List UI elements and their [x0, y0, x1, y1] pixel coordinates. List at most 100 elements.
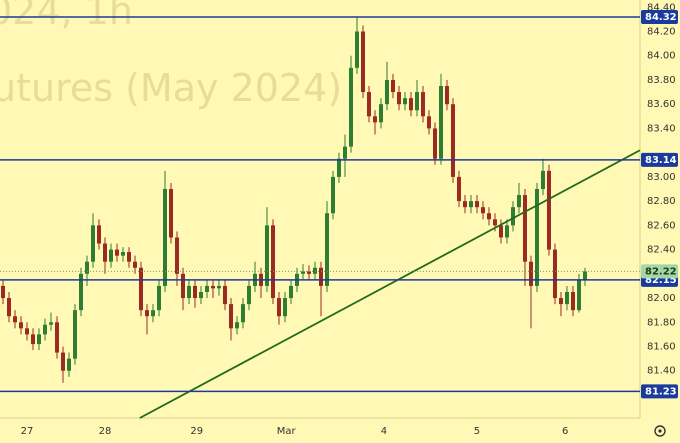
candle-body [96, 225, 101, 244]
candle-body [150, 310, 155, 317]
candle-body [60, 352, 65, 371]
candle-body [420, 92, 425, 117]
candle-body [474, 201, 479, 208]
candle-body [114, 249, 119, 256]
level-label: 84.32 [645, 12, 677, 23]
candle-body [24, 328, 29, 335]
candle-body [18, 322, 23, 329]
candle-body [438, 86, 443, 159]
candle-body [498, 225, 503, 238]
candle-body [90, 225, 95, 262]
candle-body [102, 243, 107, 262]
x-tick-label: 27 [21, 426, 34, 437]
candle-body [462, 201, 467, 208]
candle-body [384, 79, 389, 105]
candle-body [48, 322, 53, 325]
y-tick-label: 81.40 [647, 366, 676, 377]
candle-body [414, 92, 419, 111]
candle-body [156, 285, 161, 311]
candle-body [516, 195, 521, 208]
candle-body [564, 291, 569, 305]
y-tick-label: 81.80 [647, 317, 676, 328]
y-tick-label: 82.00 [647, 293, 676, 304]
candle-body [222, 285, 227, 305]
settings-button[interactable] [654, 425, 666, 437]
candle-body [354, 31, 359, 68]
candle-body [534, 189, 539, 286]
candle-body [6, 298, 11, 317]
y-tick-label: 84.00 [647, 51, 676, 62]
candle-body [396, 92, 401, 105]
candle-body [30, 334, 35, 345]
candle-body [480, 207, 485, 214]
y-tick-label: 82.40 [647, 245, 676, 256]
candle-body [204, 285, 209, 292]
y-tick-label: 82.80 [647, 196, 676, 207]
candle-body [366, 92, 371, 117]
candle-body [540, 170, 545, 190]
candle-body [216, 285, 221, 289]
x-tick-label: 28 [99, 426, 112, 437]
y-tick-label: 84.20 [647, 27, 676, 38]
candle-body [318, 267, 323, 286]
candle-body [78, 273, 83, 311]
candle-body [546, 170, 551, 250]
candle-body [444, 86, 449, 105]
x-tick-label: Mar [277, 426, 297, 437]
level-tag [641, 384, 678, 399]
candle-body [42, 324, 47, 335]
gear-icon[interactable] [654, 425, 666, 437]
candle-body [288, 285, 293, 299]
candle-body [486, 213, 491, 220]
candle-body [378, 104, 383, 123]
candle-body [270, 225, 275, 299]
candle-body [402, 98, 407, 105]
candle-body [276, 298, 281, 317]
y-tick-label: 83.60 [647, 99, 676, 110]
candle-body [84, 261, 89, 274]
level-label: 81.23 [645, 386, 677, 397]
candle-body [450, 104, 455, 177]
candle-body [306, 271, 311, 274]
level-tag [641, 9, 678, 24]
candle-body [576, 279, 581, 311]
candle-body [120, 252, 125, 256]
x-tick-label: 29 [190, 426, 203, 437]
candle-body [342, 146, 347, 159]
x-tick-label: 4 [381, 426, 387, 437]
candle-body [312, 267, 317, 274]
candle-body [54, 322, 59, 353]
level-label: 82.15 [645, 275, 677, 286]
candle-body [228, 304, 233, 329]
last-price-tag [641, 264, 678, 279]
candle-body [468, 201, 473, 208]
level-tag [641, 152, 678, 167]
candle-body [570, 291, 575, 311]
candle-body [522, 195, 527, 262]
candle-body [138, 267, 143, 311]
x-tick-label: 6 [562, 426, 568, 437]
candle-body [282, 298, 287, 317]
candle-body [426, 116, 431, 129]
candle-body [492, 219, 497, 226]
candle-body [246, 285, 251, 305]
candle-body [552, 249, 557, 299]
candle-body [72, 310, 77, 359]
candle-body [66, 358, 71, 371]
candle-body [408, 98, 413, 111]
candle-body [126, 252, 131, 262]
y-tick-label: 83.80 [647, 75, 676, 86]
level-label: 83.14 [645, 155, 677, 166]
candle-body [372, 116, 377, 123]
gear-icon[interactable] [658, 429, 662, 433]
candle-body [132, 261, 137, 268]
y-tick-label: 83.40 [647, 123, 676, 134]
candle-body [360, 31, 365, 93]
y-tick-label: 84.40 [647, 2, 676, 13]
watermark: utures (May 2024) [0, 66, 342, 110]
candle-body [198, 291, 203, 299]
candle-body [210, 285, 215, 289]
y-tick-label: 83.00 [647, 172, 676, 183]
